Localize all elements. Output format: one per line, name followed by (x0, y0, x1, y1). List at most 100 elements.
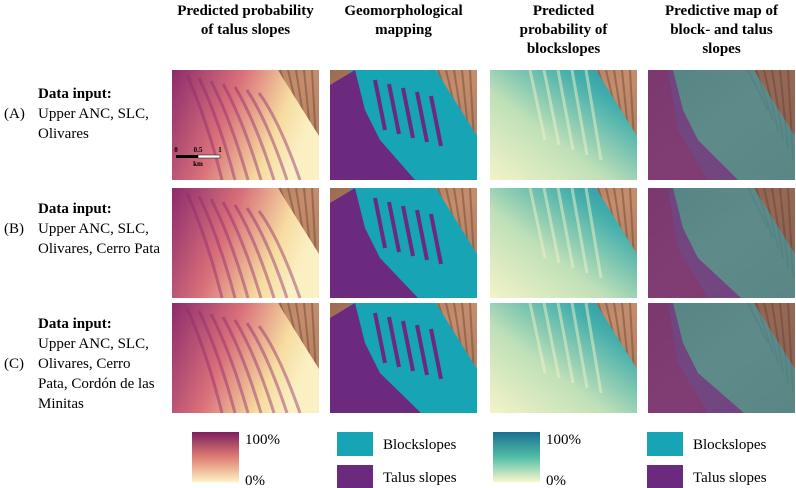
talus-strip (401, 320, 415, 372)
row-heading: Data input: (38, 86, 112, 102)
legend-swatch (337, 465, 373, 488)
map-panel (490, 302, 637, 413)
streak (197, 195, 237, 299)
streak (185, 74, 224, 181)
streak (570, 302, 589, 389)
legend-label: Blockslopes (383, 437, 456, 453)
column-header: Geomorphological (344, 3, 462, 19)
streak (584, 187, 603, 279)
map-panel (648, 69, 795, 180)
map-panel (330, 69, 477, 180)
legend-swatch (647, 465, 683, 488)
streak (542, 69, 561, 146)
colorbar-max: 100% (245, 432, 280, 448)
map-panel (172, 187, 319, 299)
column-header: blockslopes (527, 41, 601, 57)
streak (528, 302, 547, 374)
streak (185, 307, 224, 414)
streak (245, 322, 289, 414)
streak (556, 69, 575, 151)
scale-tick: 0.5 (194, 146, 203, 154)
row-label: (A) (4, 106, 25, 122)
column-header: slopes (702, 41, 741, 57)
map-panel (490, 69, 637, 180)
talus-strip (415, 91, 429, 143)
probability-area (172, 70, 319, 180)
row-text: Upper ANC, SLC, (38, 221, 149, 237)
talus-strip (401, 87, 415, 139)
talus-strip (429, 328, 443, 380)
talus-overlay (648, 188, 741, 298)
row-heading: Data input: (38, 201, 112, 217)
streak (257, 325, 302, 414)
scale-tick: 1 (218, 146, 222, 154)
streak (221, 316, 263, 414)
talus-area (330, 188, 418, 298)
legend-label: Talus slopes (383, 470, 457, 486)
talus-strip (401, 205, 415, 257)
streak (221, 83, 263, 181)
streak (570, 69, 589, 156)
streak (197, 310, 237, 414)
streak (528, 69, 547, 141)
column-header: Predicted (533, 3, 595, 19)
colorbar (192, 432, 239, 482)
talus-area (330, 70, 415, 180)
streak (542, 302, 561, 379)
map-panel (330, 302, 477, 413)
streak (197, 77, 237, 181)
row-text: Pata, Cordón de las (38, 376, 155, 392)
map-panel (330, 187, 477, 298)
column-header: Predicted probability (177, 3, 314, 19)
streak (542, 187, 561, 264)
row-text: Olivares (38, 126, 89, 142)
colorbar (493, 432, 540, 482)
streak (185, 192, 224, 299)
column-header: of talus slopes (201, 22, 290, 38)
map-panel (172, 69, 319, 181)
row-text: Upper ANC, SLC, (38, 106, 149, 122)
talus-overlay (648, 70, 738, 180)
row-label: (B) (4, 221, 24, 237)
column-header: mapping (375, 22, 432, 38)
row-text: Upper ANC, SLC, (38, 336, 149, 352)
talus-strip (387, 201, 401, 253)
talus-strip (415, 324, 429, 376)
scale-bar-black (176, 155, 198, 158)
row-text: Olivares, Cerro (38, 356, 130, 372)
streak (221, 201, 263, 299)
talus-strip (373, 312, 387, 364)
talus-area (330, 303, 421, 413)
legend-swatch (647, 432, 683, 456)
streak (556, 187, 575, 269)
colorbar-min: 0% (245, 473, 265, 488)
column-header: block- and talus (670, 22, 773, 38)
talus-strip (429, 213, 443, 265)
legend-label: Talus slopes (693, 470, 767, 486)
streak (233, 319, 276, 414)
talus-strip (373, 79, 387, 131)
streak (556, 302, 575, 384)
legend-swatch (337, 432, 373, 456)
row-label: (C) (4, 356, 24, 372)
talus-strip (387, 316, 401, 368)
talus-strip (429, 95, 443, 147)
legend-label: Blockslopes (693, 437, 766, 453)
streak (233, 86, 276, 181)
map-panel (648, 302, 795, 413)
column-header: probability of (520, 22, 609, 38)
streak (233, 204, 276, 299)
streak (570, 187, 589, 274)
probability-area (172, 188, 319, 298)
probability-area (172, 303, 319, 413)
streak (209, 313, 250, 414)
streak (584, 302, 603, 394)
streak (257, 210, 302, 299)
scale-tick: 0 (174, 146, 178, 154)
map-panel (648, 187, 795, 298)
talus-overlay (648, 303, 744, 413)
streak (209, 80, 250, 181)
talus-strip (387, 83, 401, 135)
row-text: Olivares, Cerro Pata (38, 241, 160, 257)
